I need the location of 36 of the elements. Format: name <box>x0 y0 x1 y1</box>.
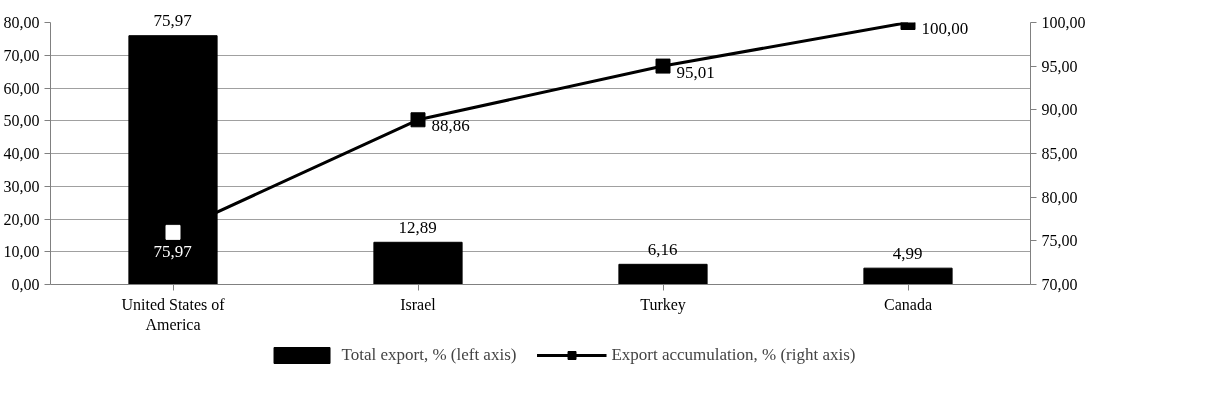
y-tick-label: 50,00 <box>3 112 40 130</box>
x-tick-label: United States of America <box>121 295 226 333</box>
y-tick-label: 70,00 <box>3 46 40 64</box>
legend-label: Export accumulation, % (right axis) <box>611 345 856 365</box>
data-label: 75,97 <box>153 241 192 262</box>
data-label: 75,97 <box>153 11 192 32</box>
y2-tick-label: 75,00 <box>1041 232 1078 250</box>
y2-tick-label: 80,00 <box>1041 188 1078 206</box>
data-label: 88,86 <box>431 116 470 137</box>
x-tick-label: Turkey <box>640 295 686 314</box>
x-tick-label: Israel <box>400 295 437 313</box>
data-label: 95,01 <box>676 62 715 83</box>
data-label: 12,89 <box>398 217 437 238</box>
point <box>410 112 426 128</box>
y-tick-label: 0,00 <box>11 276 40 293</box>
data-label: 100,00 <box>921 19 969 39</box>
data-label: 4,99 <box>892 243 923 264</box>
y-tick-label: 10,00 <box>3 243 40 261</box>
legend-label: Total export, % (left axis) <box>341 345 517 365</box>
y-tick-label: 80,00 <box>3 14 40 31</box>
y-tick-label: 20,00 <box>3 210 40 228</box>
point <box>655 58 671 74</box>
y2-tick-label: 90,00 <box>1041 101 1078 119</box>
data-label: 6,16 <box>647 239 678 260</box>
y-tick-label: 60,00 <box>3 79 40 97</box>
y2-tick-label: 70,00 <box>1041 276 1078 293</box>
point <box>165 224 181 240</box>
bar <box>373 241 463 285</box>
x-tick-label: Canada <box>884 295 932 313</box>
bar <box>863 267 953 285</box>
y2-tick-label: 100,00 <box>1041 14 1086 31</box>
y-tick-label: 40,00 <box>3 145 40 162</box>
y2-tick-label: 85,00 <box>1041 145 1078 162</box>
bar <box>618 263 708 285</box>
y-tick-label: 30,00 <box>3 177 40 195</box>
y2-tick-label: 95,00 <box>1041 57 1078 75</box>
